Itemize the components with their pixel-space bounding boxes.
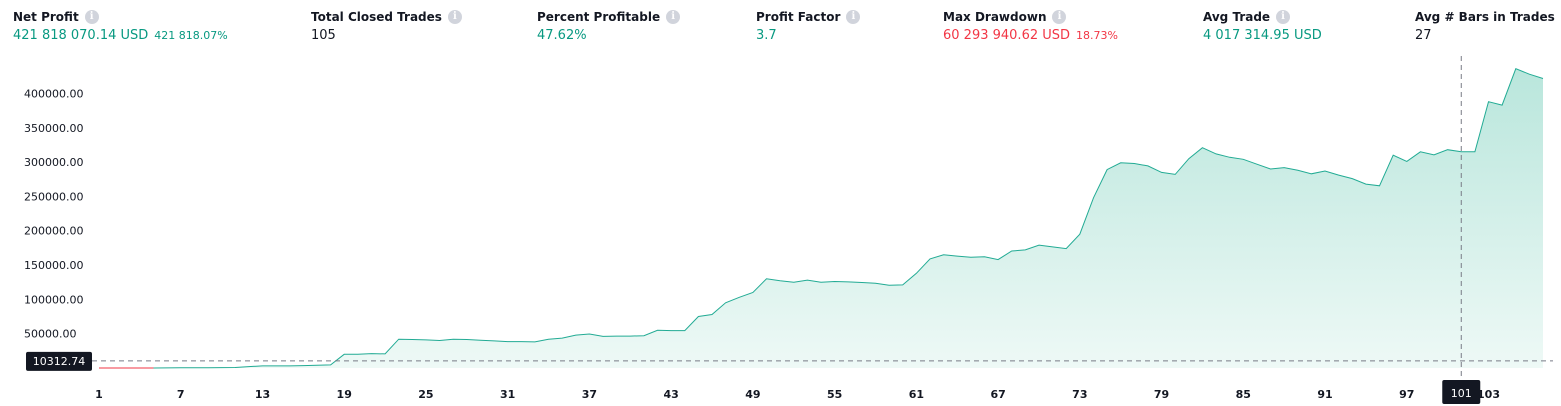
y-tick-label: 300000.00 [24, 156, 84, 169]
info-icon[interactable]: i [1276, 10, 1291, 24]
stat-value: 60 293 940.62 USD 18.73% [943, 28, 1118, 43]
info-icon[interactable]: i [1052, 10, 1067, 24]
stat-label-text: Percent Profitable [537, 10, 661, 24]
x-tick-label: 61 [909, 388, 924, 401]
stat-value-text: 4 017 314.95 USD [1203, 28, 1322, 43]
crosshair-x-label: 101 [1451, 387, 1472, 400]
stat-label-text: Avg # Bars in Trades [1415, 10, 1555, 24]
equity-area [99, 68, 1543, 368]
x-tick-label: 91 [1317, 388, 1332, 401]
x-tick-label: 1 [95, 388, 103, 401]
stat-value-text: 3.7 [756, 28, 777, 43]
stat-value: 105 [311, 28, 462, 43]
x-tick-label: 55 [827, 388, 842, 401]
stat-value-text: 27 [1415, 28, 1432, 43]
x-tick-label: 49 [745, 388, 760, 401]
equity-line [99, 68, 1544, 369]
stat-profit-factor: Profit Factor i 3.7 [756, 10, 861, 43]
x-tick-label: 73 [1072, 388, 1087, 401]
stat-value: 27 [1415, 28, 1561, 43]
y-tick-label: 50000.00 [24, 328, 77, 341]
stat-value: 4 017 314.95 USD [1203, 28, 1322, 43]
x-axis: 1 7 13 19 25 31 37 43 49 55 61 67 73 79 85 91 97 103 [95, 388, 1500, 401]
stat-max-drawdown: Max Drawdown i 60 293 940.62 USD 18.73% [943, 10, 1118, 43]
y-tick-label: 150000.00 [24, 259, 84, 272]
y-tick-label: 400000.00 [24, 87, 84, 100]
stat-label-text: Avg Trade [1203, 10, 1271, 24]
x-tick-label: 103 [1477, 388, 1500, 401]
stat-value-text: 421 818 070.14 USD [13, 28, 149, 43]
stat-net-profit: Net Profit i 421 818 070.14 USD 421 818.07% [13, 10, 228, 43]
stat-total-closed-trades: Total Closed Trades i 105 [311, 10, 462, 43]
info-icon[interactable]: i [846, 10, 861, 24]
stat-label-text: Total Closed Trades [311, 10, 442, 24]
x-tick-label: 13 [255, 388, 270, 401]
stat-value: 421 818 070.14 USD 421 818.07% [13, 28, 228, 43]
stat-label: Avg Trade i [1203, 10, 1322, 24]
x-tick-label: 19 [337, 388, 352, 401]
info-icon[interactable]: i [447, 10, 462, 24]
stat-label: Max Drawdown i [943, 10, 1118, 24]
x-tick-label: 7 [177, 388, 185, 401]
x-tick-label: 67 [990, 388, 1005, 401]
x-tick-label: 85 [1236, 388, 1251, 401]
stat-label: Total Closed Trades i [311, 10, 462, 24]
crosshair-x-tag-box [1442, 380, 1481, 404]
stat-label: Net Profit i [13, 10, 228, 24]
y-tick-label: 250000.00 [24, 190, 84, 203]
stat-percent-profitable: Percent Profitable i 47.62% [537, 10, 681, 43]
crosshair-x-tag: 101 [1442, 380, 1481, 404]
stat-avg-trade: Avg Trade i 4 017 314.95 USD [1203, 10, 1322, 43]
x-tick-label: 43 [663, 388, 678, 401]
stat-value: 47.62% [537, 28, 680, 43]
stat-label-text: Profit Factor [756, 10, 841, 24]
x-tick-label: 37 [582, 388, 597, 401]
stat-value-text: 47.62% [537, 28, 587, 43]
x-tick-label: 79 [1154, 388, 1169, 401]
stat-percent: 421 818.07% [154, 29, 228, 42]
stat-value-text: 105 [311, 28, 336, 43]
stat-avg-bars-in-trades: Avg # Bars in Tradesi27 [1415, 10, 1561, 43]
stat-value: 3.7 [756, 28, 860, 43]
stat-label: Profit Factor i [756, 10, 861, 24]
x-tick-label: 97 [1399, 388, 1414, 401]
y-tick-label: 100000.00 [24, 293, 84, 306]
crosshair-y-tag-box [26, 351, 92, 371]
info-icon[interactable]: i [84, 10, 99, 24]
stat-value-text: 60 293 940.62 USD [943, 28, 1071, 43]
stat-label-text: Max Drawdown [943, 10, 1047, 24]
y-tick-label: 350000.00 [24, 122, 84, 135]
crosshair-y-label: 10312.74 [33, 355, 86, 368]
stat-percent: 18.73% [1076, 29, 1118, 42]
x-tick-label: 25 [418, 388, 433, 401]
x-tick-label: 31 [500, 388, 515, 401]
y-axis: 50000.00 100000.00 150000.00 200000.00 25000… [24, 87, 84, 340]
crosshair-y-tag: 10312.74 [26, 351, 92, 371]
y-tick-label: 200000.00 [24, 225, 84, 238]
stat-label-text: Net Profit [13, 10, 79, 24]
info-icon[interactable]: i [666, 10, 681, 24]
stat-label: Percent Profitable i [537, 10, 681, 24]
